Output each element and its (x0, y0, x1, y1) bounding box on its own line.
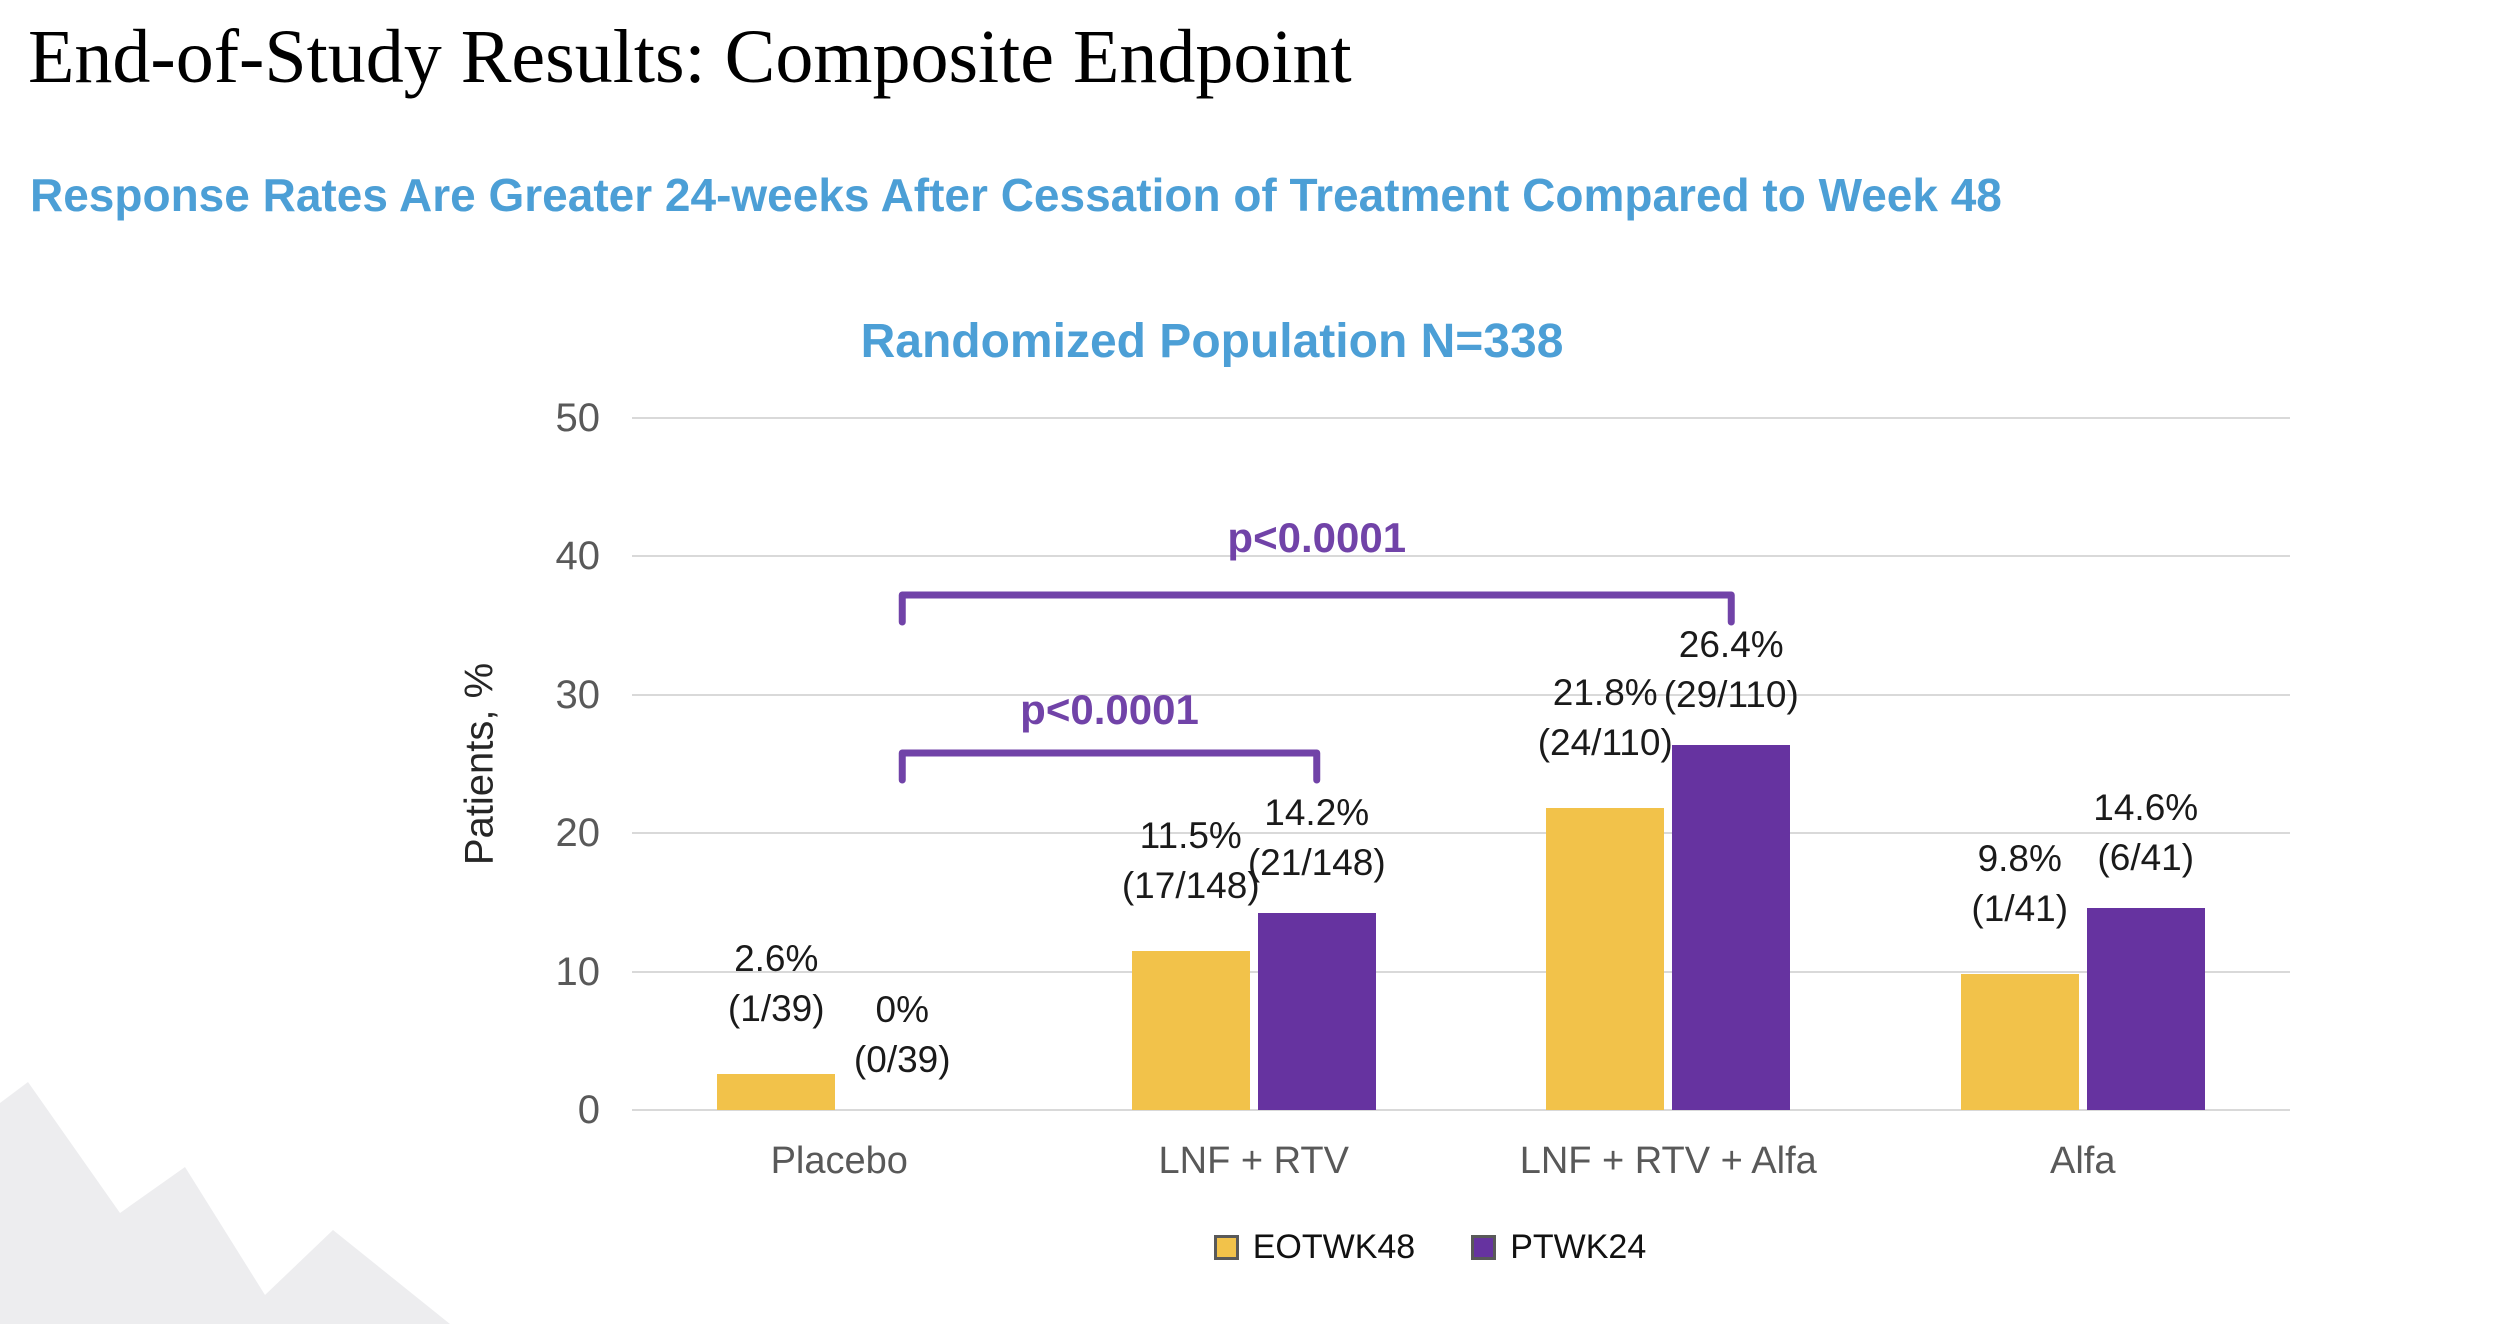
gridline-10 (632, 970, 2290, 973)
bar-eotwk48-1 (1131, 950, 1250, 1110)
bracket-1 (898, 591, 1735, 626)
value-label-ptwk24-3: 14.6% (6/41) (2026, 783, 2266, 883)
y-tick-label-50: 50 (555, 396, 601, 440)
value-fraction: (21/148) (1247, 842, 1386, 884)
gridline-50 (632, 417, 2290, 419)
value-fraction: (6/41) (2097, 836, 2195, 878)
value-fraction: (1/39) (727, 988, 825, 1030)
mountain-logo-watermark (0, 1082, 450, 1324)
x-category-label-1: LNF + RTV (1158, 1140, 1349, 1182)
legend-swatch-ptwk24 (1471, 1235, 1497, 1260)
slide-title: End-of-Study Results: Composite Endpoint (28, 15, 1352, 99)
gridline-20 (632, 832, 2290, 835)
value-label-ptwk24-2: 26.4% (29/110) (1611, 620, 1851, 720)
legend-label-ptwk24: PTWK24 (1510, 1228, 1647, 1266)
value-percent: 11.5% (1139, 814, 1242, 856)
bar-eotwk48-0 (717, 1074, 836, 1110)
value-label-eotwk48-3: 9.8% (1/41) (1900, 834, 2140, 934)
value-percent: 14.6% (2093, 786, 2199, 828)
value-label-eotwk48-0: 2.6% (1/39) (656, 934, 896, 1034)
slide-subtitle: Response Rates Are Greater 24-weeks Afte… (30, 169, 2002, 221)
y-tick-label-40: 40 (555, 534, 601, 579)
gridline-40 (632, 555, 2290, 558)
y-tick-label-0: 0 (577, 1088, 600, 1132)
value-percent: 0% (875, 989, 929, 1030)
value-percent: 14.2% (1264, 792, 1370, 834)
value-fraction: (17/148) (1121, 864, 1260, 906)
gridline-30 (632, 693, 2290, 696)
chart-title: Randomized Population N=338 (860, 315, 1564, 368)
value-percent: 9.8% (1977, 838, 2062, 880)
value-fraction: (29/110) (1663, 673, 1799, 715)
y-tick-label-20: 20 (555, 811, 601, 856)
bar-ptwk24-3 (2086, 907, 2205, 1110)
bracket-0 (898, 749, 1321, 784)
p-value-label-1: p<0.0001 (1227, 514, 1407, 561)
y-tick-label-30: 30 (555, 672, 601, 717)
value-label-eotwk48-2: 21.8% (24/110) (1485, 668, 1725, 768)
bar-eotwk48-2 (1546, 808, 1665, 1110)
value-label-ptwk24-1: 14.2% (21/148) (1197, 788, 1437, 888)
legend-item-eotwk48: EOTWK48 (1213, 1228, 1416, 1267)
value-label-ptwk24-0: 0% (0/39) (782, 985, 1022, 1085)
gridline-0 (632, 1109, 2290, 1111)
value-label-eotwk48-1: 11.5% (17/148) (1071, 811, 1311, 911)
x-category-label-0: Placebo (770, 1140, 908, 1182)
value-percent: 2.6% (734, 938, 819, 980)
bar-eotwk48-3 (1960, 974, 2079, 1110)
x-category-label-3: Alfa (2050, 1140, 2116, 1182)
y-tick-label-10: 10 (555, 949, 601, 994)
value-fraction: (1/41) (1971, 888, 2069, 930)
value-fraction: (0/39) (853, 1039, 951, 1080)
mountain-shape (0, 1082, 450, 1324)
bar-ptwk24-1 (1257, 913, 1376, 1110)
legend-label-eotwk48: EOTWK48 (1252, 1228, 1416, 1266)
x-category-label-2: LNF + RTV + Alfa (1519, 1140, 1817, 1182)
bar-ptwk24-2 (1672, 744, 1791, 1110)
value-percent: 21.8% (1552, 672, 1658, 714)
value-fraction: (24/110) (1537, 722, 1673, 764)
value-percent: 26.4% (1678, 623, 1784, 665)
chart-legend: EOTWK48 PTWK24 (1100, 1228, 1760, 1267)
legend-item-ptwk24: PTWK24 (1471, 1228, 1646, 1267)
p-value-label-0: p<0.0001 (1020, 686, 1199, 733)
legend-swatch-eotwk48 (1213, 1235, 1239, 1260)
